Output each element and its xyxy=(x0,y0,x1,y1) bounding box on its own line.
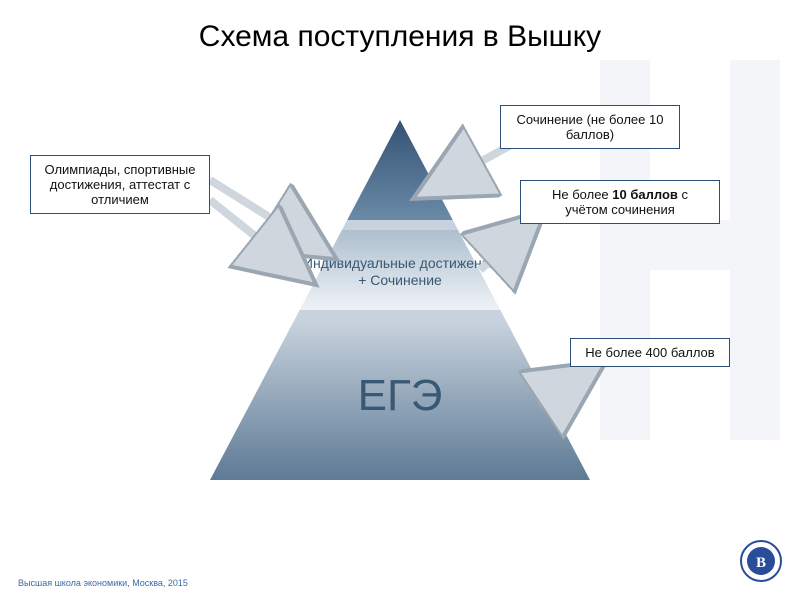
footer-text: Высшая школа экономики, Москва, 2015 xyxy=(18,578,188,588)
pyramid: Индивидуальные достижения + Сочинение ЕГ… xyxy=(210,120,590,480)
callout-ten-points-text: Не более 10 баллов с учётом сочинения xyxy=(552,187,688,217)
hse-logo: В xyxy=(740,540,782,582)
callout-olympiads: Олимпиады, спортивные достижения, аттест… xyxy=(30,155,210,214)
pyramid-label-base: ЕГЭ xyxy=(300,370,500,423)
callout-400-points: Не более 400 баллов xyxy=(570,338,730,367)
svg-text:В: В xyxy=(756,555,766,571)
pyramid-label-mid: Индивидуальные достижения + Сочинение xyxy=(300,255,500,289)
pyramid-layer-top xyxy=(347,120,453,220)
callout-ten-points: Не более 10 баллов с учётом сочинения xyxy=(520,180,720,224)
pyramid-svg xyxy=(210,120,590,480)
callout-essay: Сочинение (не более 10 баллов) xyxy=(500,105,680,149)
pyramid-gap-1 xyxy=(294,310,505,320)
page-title: Схема поступления в Вышку xyxy=(0,20,800,54)
pyramid-gap-0 xyxy=(342,220,458,230)
